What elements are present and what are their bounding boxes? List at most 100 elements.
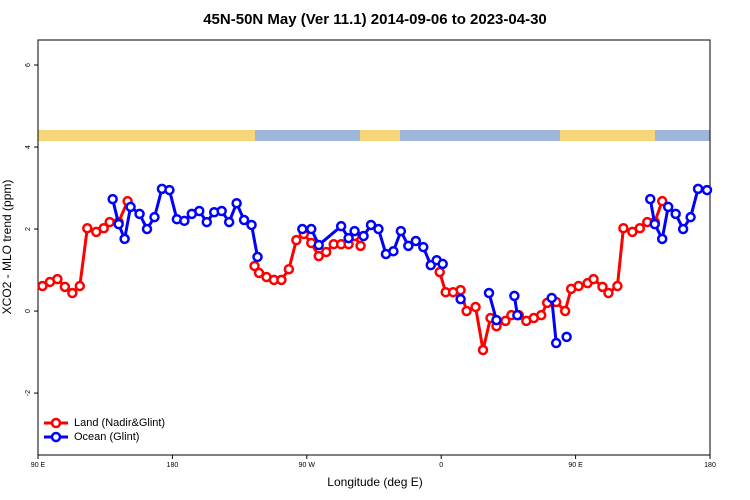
y-tick-label: 0: [25, 309, 32, 313]
data-point: [470, 301, 481, 313]
data-point: [395, 225, 407, 237]
data-point: [656, 195, 668, 207]
data-point: [246, 219, 257, 231]
data-point: [297, 223, 308, 235]
x-tick-label: 90 E: [31, 462, 46, 469]
data-point: [618, 222, 629, 234]
x-tick-label: 180: [167, 462, 179, 469]
y-tick-label: -2: [25, 390, 32, 396]
data-point: [283, 263, 295, 275]
data-point: [276, 274, 287, 286]
data-point: [306, 223, 317, 235]
data-point: [550, 337, 562, 349]
data-point: [677, 223, 689, 235]
data-point: [561, 331, 572, 343]
legend-marker: [50, 431, 62, 443]
data-point: [559, 305, 571, 317]
data-point: [320, 246, 332, 258]
data-point: [418, 241, 429, 253]
data-point: [403, 240, 414, 252]
data-point: [141, 223, 153, 235]
data-point: [434, 266, 445, 278]
data-point: [455, 293, 466, 305]
data-point: [685, 211, 696, 223]
data-point: [119, 233, 130, 245]
data-point: [388, 245, 399, 257]
x-tick-label: 0: [439, 462, 443, 469]
data-point: [149, 211, 160, 223]
legend-label: Ocean (Glint): [74, 431, 139, 443]
data-point: [546, 292, 557, 304]
plot-frame: [37, 39, 711, 456]
x-tick-label: 90 W: [299, 462, 316, 469]
data-point: [216, 205, 227, 217]
data-point: [201, 216, 212, 228]
data-point: [52, 273, 63, 285]
data-point: [536, 309, 547, 321]
data-point: [179, 215, 190, 227]
data-point: [164, 184, 175, 196]
data-point: [477, 344, 489, 356]
data-point: [104, 216, 115, 228]
y-axis-label: XCO2 - MLO trend (ppm): [0, 180, 14, 315]
data-point: [194, 205, 205, 217]
data-point: [238, 214, 250, 226]
y-tick-label: 4: [25, 145, 32, 149]
data-point: [253, 267, 265, 279]
data-point: [59, 281, 71, 293]
data-point: [343, 232, 354, 244]
series-line: [41, 200, 664, 351]
data-point: [573, 280, 584, 292]
data-point: [512, 309, 523, 321]
x-axis-label: Longitude (deg E): [327, 475, 422, 489]
data-point: [455, 284, 466, 296]
data-point: [509, 290, 520, 302]
data-point: [252, 251, 263, 263]
data-point: [291, 234, 302, 246]
data-point: [335, 220, 347, 232]
data-point: [37, 280, 48, 292]
data-point: [98, 222, 109, 234]
data-point: [588, 273, 599, 285]
data-point: [67, 287, 78, 299]
data-point: [656, 233, 668, 245]
data-point: [410, 235, 422, 247]
data-point: [670, 208, 681, 220]
data-point: [461, 305, 472, 317]
data-point: [645, 193, 656, 205]
legend-label: Land (Nadir&Glint): [74, 417, 165, 429]
data-point: [223, 216, 235, 228]
data-point: [649, 218, 660, 230]
data-point: [662, 201, 674, 213]
data-point: [82, 222, 93, 234]
data-point: [249, 260, 260, 272]
data-point: [597, 281, 608, 293]
data-point: [483, 287, 495, 299]
data-point: [603, 287, 614, 299]
data-point: [491, 314, 502, 326]
data-point: [634, 222, 646, 234]
x-tick-label: 180: [704, 462, 716, 469]
legend-marker: [50, 417, 62, 429]
data-point: [313, 239, 324, 251]
data-point: [437, 258, 448, 270]
data-point: [231, 197, 242, 209]
chart-title: 45N-50N May (Ver 11.1) 2014-09-06 to 202…: [203, 11, 547, 28]
data-point: [74, 280, 86, 292]
y-tick-label: 6: [25, 63, 32, 67]
data-point: [113, 218, 124, 230]
data-point: [134, 208, 145, 220]
data-point: [107, 193, 118, 205]
x-tick-label: 90 E: [568, 462, 583, 469]
data-point: [373, 223, 384, 235]
data-point: [313, 250, 324, 262]
data-point: [365, 219, 377, 231]
data-point: [692, 183, 704, 195]
data-point: [358, 230, 369, 242]
data-point: [701, 184, 713, 196]
data-point: [355, 240, 366, 252]
map-strip: [38, 130, 710, 141]
y-tick-label: 2: [25, 227, 32, 231]
data-point: [125, 201, 136, 213]
